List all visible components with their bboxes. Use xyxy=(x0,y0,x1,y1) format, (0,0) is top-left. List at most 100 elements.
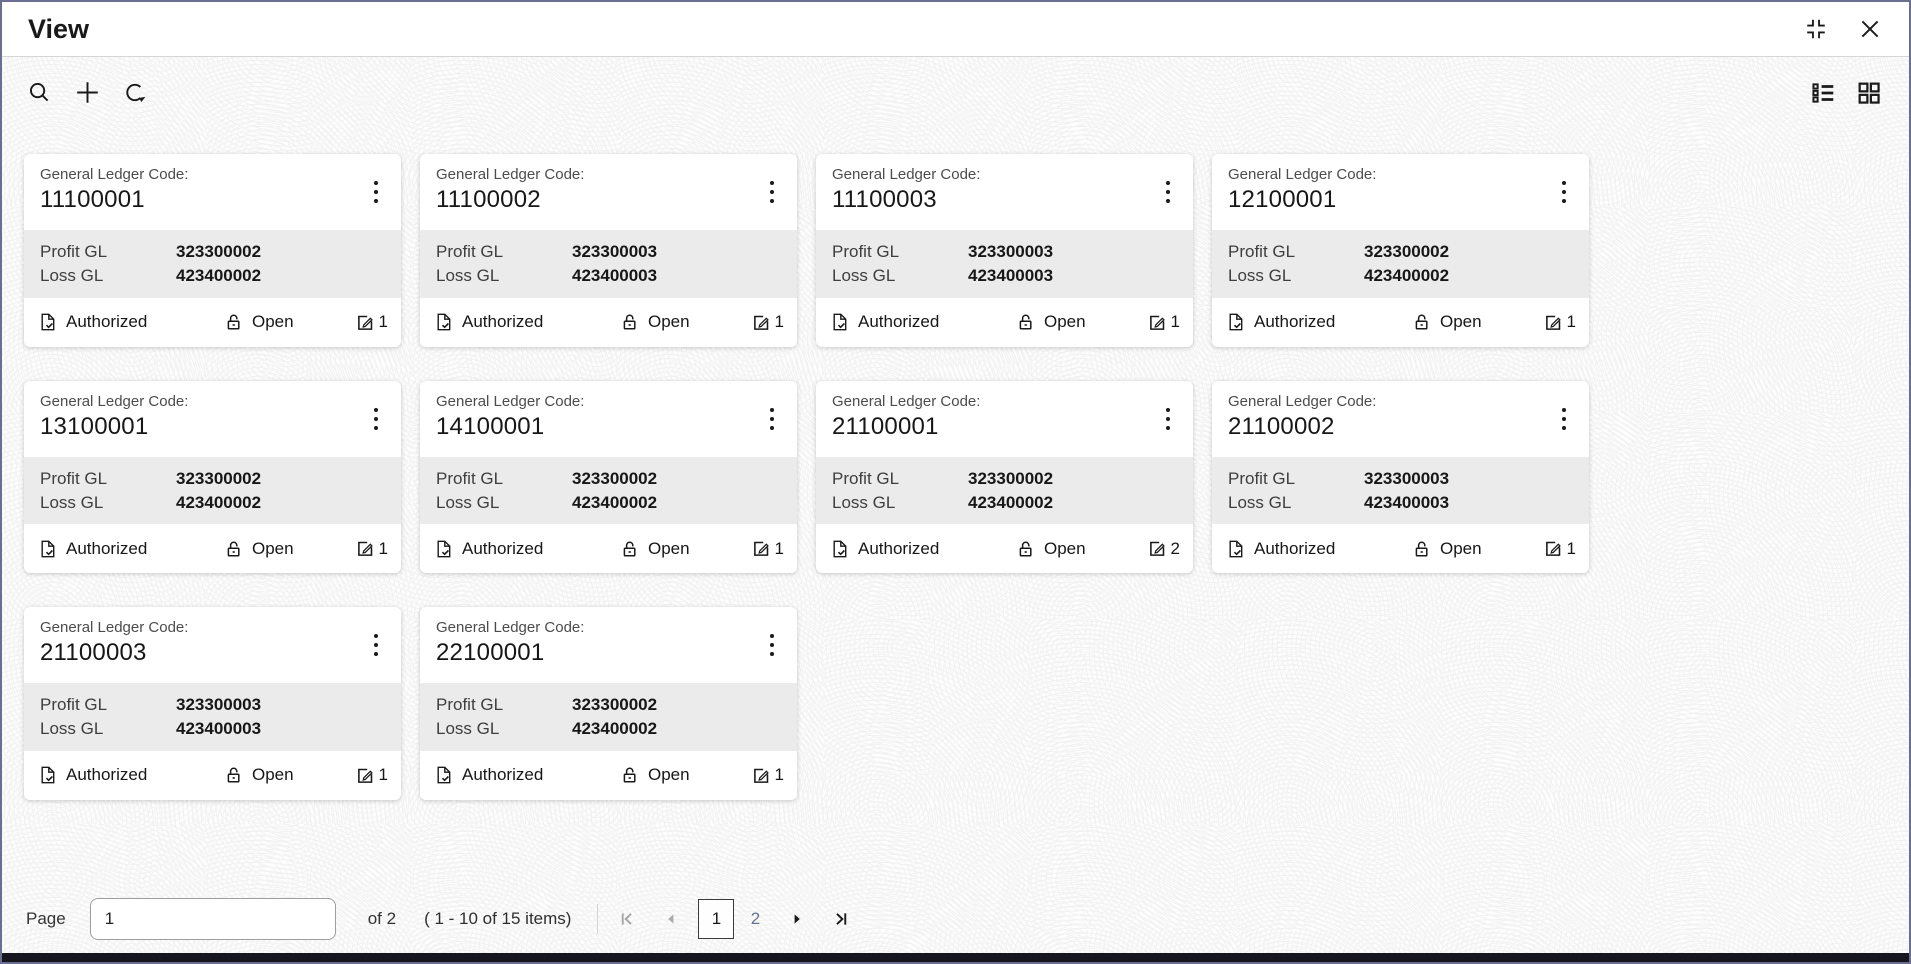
authorization-status-label: Authorized xyxy=(858,312,940,331)
edit-icon xyxy=(753,315,769,330)
page-number-current[interactable]: 1 xyxy=(698,899,735,939)
pagination-bar: Page of 2 ( 1 - 10 of 15 items) 1 2 xyxy=(26,898,856,940)
search-button[interactable] xyxy=(26,79,53,106)
gl-code-label: General Ledger Code: xyxy=(832,166,981,183)
edit-count: 1 xyxy=(774,312,784,331)
unlock-icon xyxy=(623,314,636,330)
page-input[interactable] xyxy=(89,898,336,940)
authorization-status: Authorized xyxy=(434,312,543,332)
refresh-icon xyxy=(126,83,146,103)
gl-code-value: 21100003 xyxy=(40,639,147,666)
loss-gl-value: 423400003 xyxy=(176,719,262,739)
file-check-icon xyxy=(833,313,847,331)
card-menu-button[interactable] xyxy=(757,627,787,663)
unlock-icon xyxy=(1019,314,1032,330)
card-gl-details: Profit GL 323300002 Loss GL 423400002 xyxy=(816,456,1193,524)
kebab-icon xyxy=(770,634,774,656)
authorization-status: Authorized xyxy=(1226,312,1335,332)
loss-gl-label: Loss GL xyxy=(40,266,104,286)
file-check-icon xyxy=(1229,540,1243,557)
add-button[interactable] xyxy=(73,78,102,107)
edit-count-group: 1 xyxy=(751,538,784,559)
first-page-button[interactable] xyxy=(612,904,642,934)
record-status: Open xyxy=(620,312,690,332)
record-status-label: Open xyxy=(1044,312,1086,331)
next-page-button[interactable] xyxy=(782,904,812,934)
prev-page-button[interactable] xyxy=(656,904,686,934)
card-menu-button[interactable] xyxy=(1153,174,1183,210)
record-status-label: Open xyxy=(252,312,294,331)
kebab-icon xyxy=(1562,407,1566,430)
search-icon xyxy=(29,82,49,102)
gl-code-label: General Ledger Code: xyxy=(40,166,189,183)
collapse-button[interactable] xyxy=(1803,16,1829,42)
card-gl-details: Profit GL 323300002 Loss GL 423400002 xyxy=(420,683,797,751)
gl-card: General Ledger Code: 12100001 Profit GL … xyxy=(1212,154,1589,347)
loss-gl-value: 423400002 xyxy=(176,492,262,512)
list-view-icon xyxy=(1812,82,1834,103)
file-check-icon xyxy=(1229,313,1243,331)
kebab-icon xyxy=(374,181,378,203)
record-status: Open xyxy=(620,539,690,559)
authorization-status-label: Authorized xyxy=(462,765,544,784)
edit-count: 1 xyxy=(1566,312,1576,331)
close-icon xyxy=(1861,20,1879,38)
record-status: Open xyxy=(1412,539,1482,559)
edit-count-group: 1 xyxy=(355,765,388,786)
authorization-status: Authorized xyxy=(434,765,543,785)
edit-icon xyxy=(1545,315,1561,330)
card-menu-button[interactable] xyxy=(757,174,787,210)
card-menu-button[interactable] xyxy=(1153,401,1183,437)
card-gl-details: Profit GL 323300003 Loss GL 423400003 xyxy=(1212,456,1589,524)
file-check-icon xyxy=(41,540,55,557)
file-check-icon xyxy=(833,540,847,557)
gl-code-value: 11100003 xyxy=(832,186,937,213)
authorization-status-label: Authorized xyxy=(1254,538,1336,558)
gl-code-value: 13100001 xyxy=(40,412,149,440)
items-range-label: ( 1 - 10 of 15 items) xyxy=(424,909,572,928)
bottom-accent-bar xyxy=(2,953,1909,962)
card-header: General Ledger Code: 22100001 xyxy=(420,607,797,683)
edit-count-group: 1 xyxy=(1147,312,1180,333)
refresh-button[interactable] xyxy=(122,79,149,106)
authorization-status: Authorized xyxy=(38,765,147,785)
edit-count: 1 xyxy=(774,538,784,558)
card-footer: Authorized Open 1 xyxy=(420,298,797,347)
profit-gl-value: 323300003 xyxy=(176,695,262,714)
loss-gl-label: Loss GL xyxy=(1228,266,1292,286)
loss-gl-value: 423400003 xyxy=(968,266,1054,286)
authorization-status: Authorized xyxy=(434,539,543,559)
unlock-icon xyxy=(1019,541,1032,557)
last-page-button[interactable] xyxy=(826,904,856,934)
record-status: Open xyxy=(1412,312,1482,332)
record-status: Open xyxy=(620,765,690,785)
grid-view-button[interactable] xyxy=(1855,79,1883,107)
page-number-2[interactable]: 2 xyxy=(750,909,761,928)
loss-gl-value: 423400002 xyxy=(968,492,1054,512)
gl-card: General Ledger Code: 11100001 Profit GL … xyxy=(24,154,401,347)
card-menu-button[interactable] xyxy=(361,401,391,437)
profit-gl-value: 323300003 xyxy=(1364,468,1450,488)
loss-gl-value: 423400002 xyxy=(176,266,262,286)
card-menu-button[interactable] xyxy=(361,174,391,210)
file-check-icon xyxy=(437,540,451,557)
card-menu-button[interactable] xyxy=(757,401,787,437)
card-gl-details: Profit GL 323300002 Loss GL 423400002 xyxy=(1212,230,1589,298)
card-header: General Ledger Code: 21100001 xyxy=(816,381,1193,457)
loss-gl-label: Loss GL xyxy=(832,492,896,512)
card-header: General Ledger Code: 11100002 xyxy=(420,154,797,230)
card-menu-button[interactable] xyxy=(361,627,391,663)
edit-icon xyxy=(357,768,373,783)
record-status-label: Open xyxy=(648,538,690,558)
edit-count: 2 xyxy=(1170,538,1180,558)
edit-count: 1 xyxy=(378,538,388,558)
kebab-icon xyxy=(1166,181,1170,203)
card-header: General Ledger Code: 11100003 xyxy=(816,154,1193,230)
close-button[interactable] xyxy=(1857,16,1883,42)
gl-code-label: General Ledger Code: xyxy=(832,392,981,410)
loss-gl-label: Loss GL xyxy=(436,719,500,739)
list-view-button[interactable] xyxy=(1809,79,1837,107)
card-menu-button[interactable] xyxy=(1549,401,1579,437)
edit-icon xyxy=(1149,541,1165,556)
card-menu-button[interactable] xyxy=(1549,174,1579,210)
